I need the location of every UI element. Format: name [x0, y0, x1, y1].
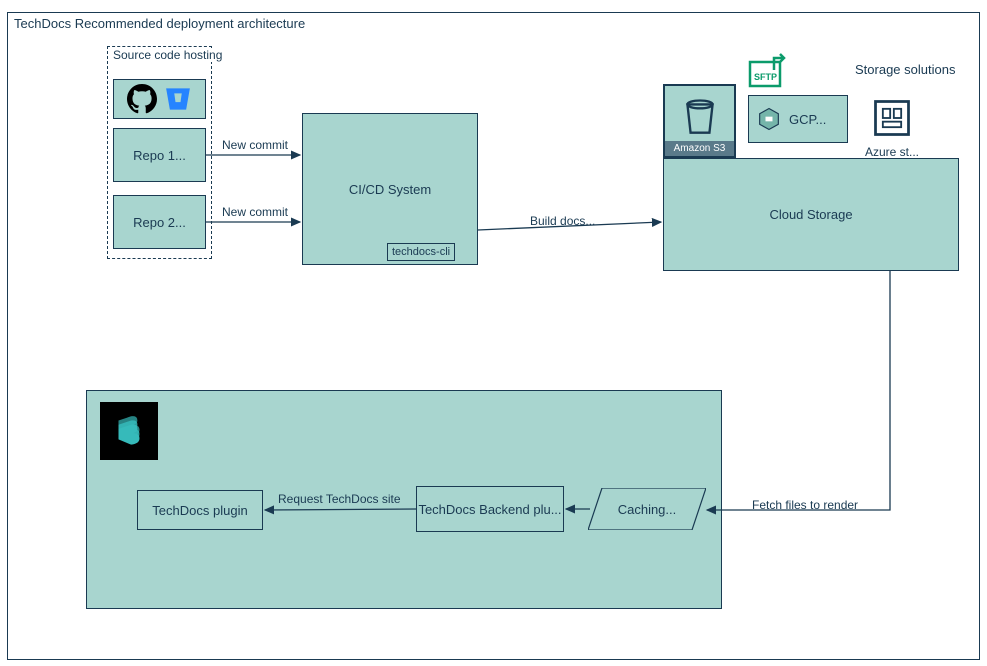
cloud-storage-label: Cloud Storage — [769, 207, 852, 222]
s3-bucket-icon — [681, 95, 719, 139]
azure-storage-node: Azure st... — [864, 96, 920, 164]
caching-label: Caching... — [588, 488, 706, 530]
azure-label: Azure st... — [864, 145, 920, 159]
techdocs-backend-node: TechDocs Backend plu... — [416, 486, 564, 532]
amazon-s3-node: Amazon S3 — [663, 84, 736, 158]
edge-label-fetch: Fetch files to render — [752, 498, 858, 512]
edge-label-repo2: New commit — [222, 205, 288, 219]
techdocs-plugin-label: TechDocs plugin — [152, 503, 247, 518]
techdocs-cli-sublabel: techdocs-cli — [387, 243, 455, 261]
edge-label-build: Build docs... — [530, 214, 595, 228]
gcp-node: GCP... — [748, 95, 848, 143]
repo-icons-bar — [113, 79, 206, 119]
azure-storage-icon — [870, 96, 914, 140]
repo-2-node: Repo 2... — [113, 195, 206, 249]
github-icon — [127, 84, 157, 114]
repo-2-label: Repo 2... — [133, 215, 186, 230]
caching-node: Caching... — [588, 488, 706, 530]
amazon-s3-label: Amazon S3 — [665, 141, 734, 156]
edge-label-repo1: New commit — [222, 138, 288, 152]
backstage-logo-icon — [100, 402, 158, 460]
techdocs-plugin-node: TechDocs plugin — [137, 490, 263, 530]
cicd-label: CI/CD System — [349, 182, 431, 197]
cloud-storage-node: Cloud Storage — [663, 158, 959, 271]
bitbucket-icon — [163, 84, 193, 114]
repo-1-node: Repo 1... — [113, 128, 206, 182]
svg-text:SFTP: SFTP — [754, 72, 777, 82]
diagram-title: TechDocs Recommended deployment architec… — [14, 16, 305, 31]
sftp-icon: SFTP — [748, 52, 793, 90]
repo-1-label: Repo 1... — [133, 148, 186, 163]
storage-solutions-title: Storage solutions — [855, 62, 955, 77]
edge-label-request: Request TechDocs site — [278, 492, 401, 506]
techdocs-backend-label: TechDocs Backend plu... — [418, 502, 561, 517]
source-hosting-label: Source code hosting — [111, 48, 224, 62]
gcp-hexagon-icon — [755, 105, 783, 133]
gcp-label: GCP... — [789, 112, 826, 127]
